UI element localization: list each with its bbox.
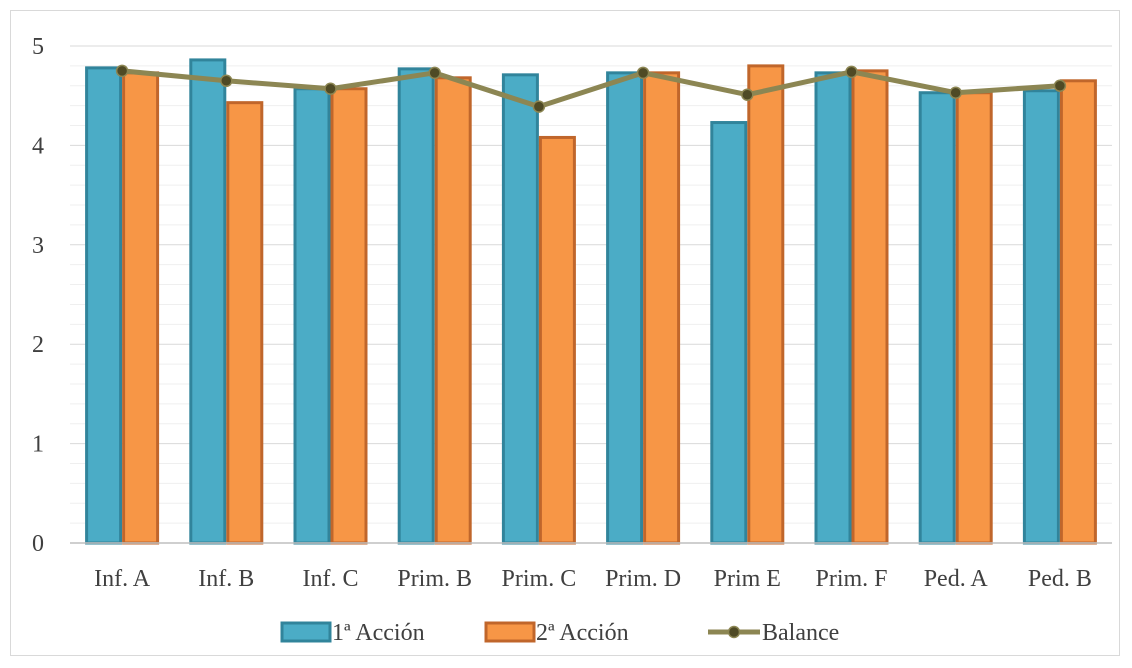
- x-tick-label: Inf. A: [94, 566, 151, 592]
- bar-accion2-10: [1059, 79, 1097, 545]
- bar-accion1-5: [501, 73, 539, 545]
- y-tick-label: 2: [32, 332, 44, 358]
- bar-accion1-2: [189, 58, 227, 545]
- x-tick-label: Prim. C: [502, 566, 577, 592]
- legend-swatch: [484, 621, 536, 643]
- x-tick-label: Inf. C: [303, 566, 359, 592]
- balance-point-2: [220, 74, 233, 88]
- balance-point-1: [115, 64, 129, 78]
- legend-item-accion2: 2ª Acción: [484, 620, 629, 646]
- bar-accion2-9: [955, 91, 993, 545]
- bar-accion2-2: [226, 101, 264, 545]
- bar-accion1-4: [397, 67, 435, 545]
- x-tick-label: Prim. B: [397, 566, 472, 592]
- y-tick-label: 1: [32, 432, 44, 458]
- y-tick-label: 5: [32, 34, 44, 60]
- balance-point-7: [741, 88, 754, 101]
- bar-accion1-8: [814, 71, 852, 545]
- y-tick-label: 4: [32, 133, 44, 159]
- bar-accion1-7: [710, 121, 748, 545]
- balance-line: [121, 68, 1061, 110]
- bar-accion2-7: [747, 64, 785, 545]
- y-tick-labels: 0 1 2 3 4 5: [32, 34, 44, 557]
- bar-accion2-1: [122, 71, 160, 545]
- bar-accion2-5: [538, 135, 576, 545]
- legend-item-accion1: 1ª Acción: [280, 620, 425, 646]
- bar-accion1-9: [918, 91, 956, 545]
- balance-point-5: [532, 100, 546, 113]
- bar-accion2-6: [643, 71, 681, 545]
- y-tick-label: 0: [32, 531, 44, 557]
- legend-label: 1ª Acción: [332, 620, 425, 646]
- x-tick-label: Prim. D: [605, 566, 681, 592]
- bar-accion2-8: [851, 69, 889, 545]
- x-tick-label: Ped. A: [924, 566, 989, 592]
- legend-item-balance: Balance: [708, 620, 839, 646]
- y-tick-label: 3: [32, 233, 44, 259]
- balance-series: [115, 64, 1067, 113]
- bar-accion1-10: [1022, 89, 1060, 545]
- legend-swatch-marker: [727, 625, 741, 639]
- balance-point-3: [324, 82, 337, 95]
- balance-point-10: [1053, 79, 1067, 93]
- legend-label: 2ª Acción: [536, 620, 629, 646]
- x-tick-labels: Inf. A Inf. B Inf. C Prim. B Prim. C Prim. D P…: [94, 566, 1092, 592]
- balance-point-9: [949, 86, 962, 99]
- legend: 1ª Acción 2ª Acción Balance: [280, 620, 839, 646]
- bar-accion2-3: [330, 87, 368, 545]
- balance-point-6: [636, 66, 650, 80]
- x-tick-label: Inf. B: [198, 566, 254, 592]
- legend-label: Balance: [762, 620, 839, 646]
- bars: [85, 58, 1097, 545]
- balance-point-4: [428, 66, 441, 80]
- bar-accion1-1: [85, 66, 123, 545]
- bar-accion1-3: [293, 87, 331, 545]
- x-tick-label: Prim E: [714, 566, 781, 592]
- legend-swatch: [280, 621, 332, 643]
- balance-point-8: [845, 65, 858, 79]
- x-tick-label: Prim. F: [815, 566, 887, 592]
- bar-accion1-6: [606, 71, 644, 545]
- bar-accion2-4: [434, 76, 472, 545]
- x-tick-label: Ped. B: [1028, 566, 1092, 592]
